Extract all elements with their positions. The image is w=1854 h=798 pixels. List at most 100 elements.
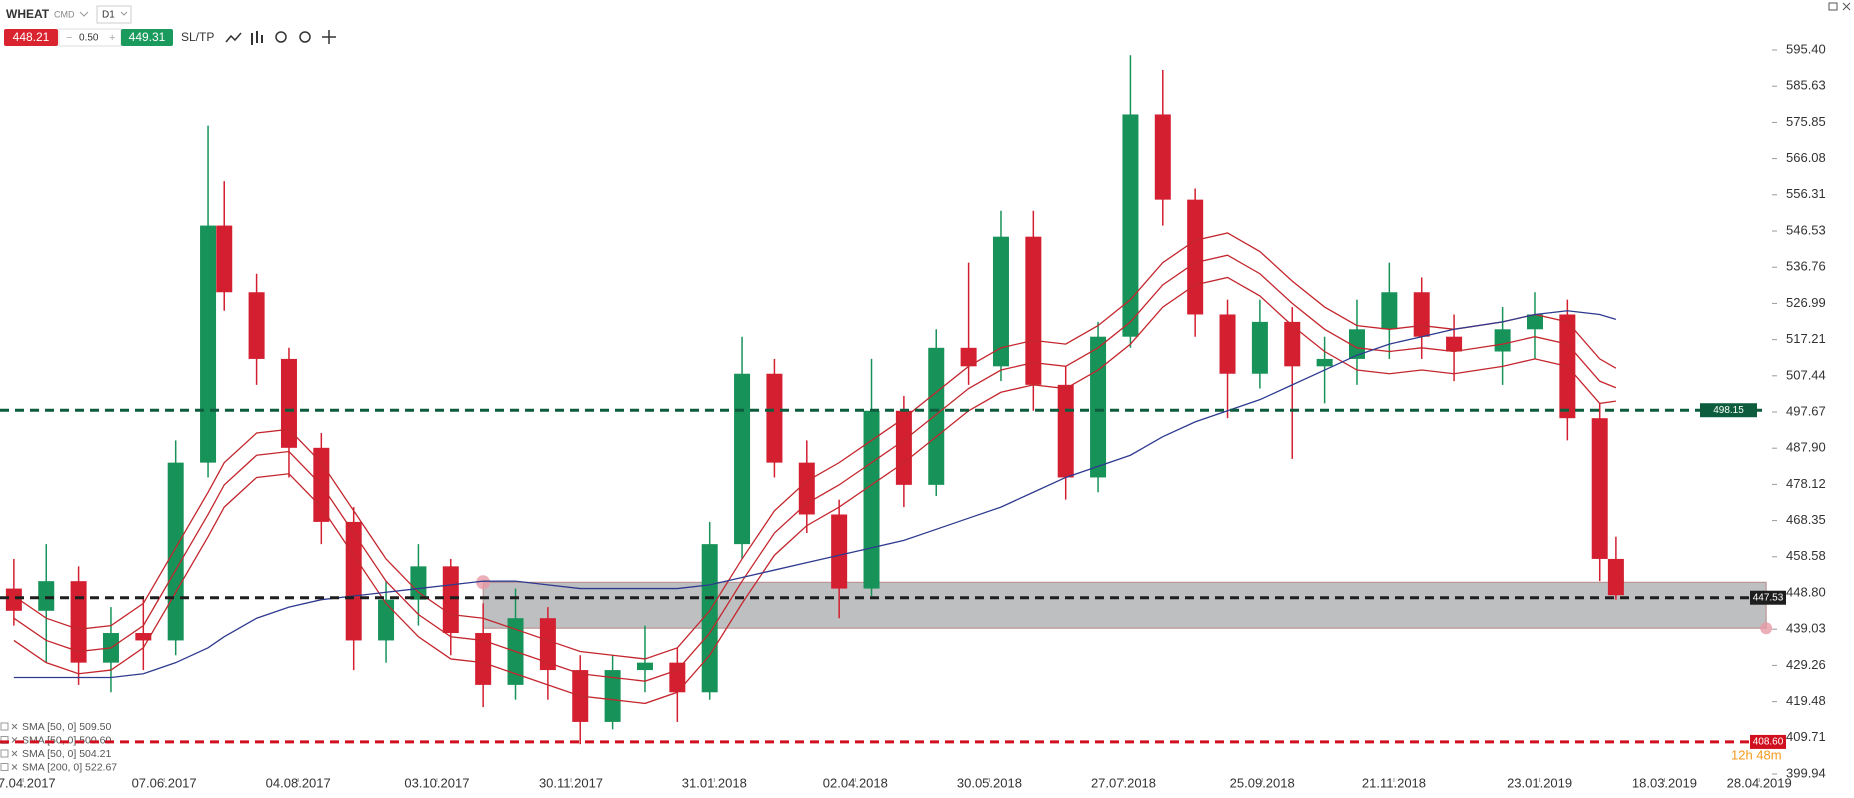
candle-body xyxy=(1413,292,1430,337)
candle-body xyxy=(1607,558,1624,596)
plus[interactable]: + xyxy=(109,32,115,44)
x-tick-label: 27.07.2018 xyxy=(1091,775,1156,790)
legend-label: SMA [50, 0] 504.21 xyxy=(22,748,111,760)
zoom-out-icon[interactable] xyxy=(275,31,287,43)
legend-remove[interactable] xyxy=(11,723,18,730)
y-tick-label: 556.31 xyxy=(1786,186,1826,201)
buy-button[interactable] xyxy=(121,29,173,46)
x-tick-label: 30.11.2017 xyxy=(539,775,603,790)
plot: 595.40 585.63 575.85 566.08 556.31 546.53 536.… xyxy=(0,41,1826,790)
zone-handle xyxy=(476,575,491,590)
symbol[interactable]: WHEAT xyxy=(6,7,50,21)
candle-body xyxy=(1348,329,1365,359)
candle-body xyxy=(1154,114,1171,200)
asset-class: CMD xyxy=(54,9,75,19)
candle-body xyxy=(1057,384,1074,478)
y-tick-label: 429.26 xyxy=(1786,657,1826,672)
level-tag xyxy=(1700,403,1757,418)
candle-body xyxy=(734,373,751,545)
y-tick-label: 497.67 xyxy=(1786,403,1826,418)
window-controls[interactable] xyxy=(1828,2,1851,11)
zone-handle xyxy=(1760,622,1773,635)
x-tick-label: 28.04.2019 xyxy=(1727,775,1792,790)
y-tick-label: 575.85 xyxy=(1786,114,1826,129)
draw-tool-icon[interactable] xyxy=(225,32,242,43)
y-tick-label: 458.58 xyxy=(1786,548,1826,563)
candle-body xyxy=(248,292,265,359)
candle-body xyxy=(960,347,977,367)
candle-body xyxy=(1025,236,1042,385)
candle-body xyxy=(70,581,87,663)
candle-body xyxy=(5,588,22,611)
x-tick-label: 23.01.2019 xyxy=(1507,775,1572,790)
candle-body xyxy=(1591,418,1608,559)
x-tick-label: 07.06.2017 xyxy=(132,775,197,790)
y-tick-label: 566.08 xyxy=(1786,150,1826,165)
candle-body xyxy=(895,410,912,485)
dropdown-icon[interactable] xyxy=(120,11,128,16)
candle-body xyxy=(1251,321,1268,374)
level-tag xyxy=(1750,590,1786,605)
candle-body xyxy=(539,618,556,671)
x-tick-label: 04.08.2017 xyxy=(266,775,331,790)
candle-body xyxy=(135,633,152,641)
level-tag-label: 408.60 xyxy=(1753,737,1784,748)
x-tick-label: 21.11.2018 xyxy=(1362,775,1426,790)
candle-body xyxy=(766,373,783,463)
x-tick-label: 03.10.2017 xyxy=(404,775,469,790)
y-tick-label: 507.44 xyxy=(1786,367,1826,382)
y-tick-label: 487.90 xyxy=(1786,440,1826,455)
zoom-in-icon[interactable] xyxy=(299,31,311,43)
legend-remove[interactable] xyxy=(11,750,18,757)
legend-remove[interactable] xyxy=(11,764,18,770)
candle-body xyxy=(798,462,815,515)
ask-price[interactable]: 449.31 xyxy=(129,30,166,44)
bid-price[interactable]: 448.21 xyxy=(13,30,50,44)
candle-body xyxy=(604,670,621,722)
x-tick-label: 30.05.2018 xyxy=(957,775,1022,790)
candle-body xyxy=(1219,314,1236,374)
chart-type-icon[interactable] xyxy=(251,31,263,45)
y-tick-label: 546.53 xyxy=(1786,222,1826,237)
x-tick-label: 25.09.2018 xyxy=(1230,775,1295,790)
x-tick-label: 31.01.2018 xyxy=(682,775,747,790)
y-tick-label: 448.80 xyxy=(1786,584,1826,599)
legend-label: SMA [50, 0] 509.50 xyxy=(22,721,111,733)
y-tick-label: 536.76 xyxy=(1786,259,1826,274)
level-tag-label: 447.53 xyxy=(1753,592,1784,603)
indicator-line xyxy=(13,232,1617,660)
y-tick-label: 409.71 xyxy=(1786,729,1826,744)
timeframe-box[interactable] xyxy=(96,5,132,24)
sltp-button[interactable]: SL/TP xyxy=(181,30,214,44)
candle-body xyxy=(1526,314,1543,330)
candle-body xyxy=(1090,336,1107,478)
dropdown-icon[interactable] xyxy=(79,11,89,17)
candle-body xyxy=(442,566,459,634)
crosshair-icon[interactable] xyxy=(322,30,336,44)
candle-body xyxy=(38,581,55,611)
timeframe[interactable]: D1 xyxy=(102,10,115,21)
y-tick-label: 468.35 xyxy=(1786,512,1826,527)
y-tick-label: 585.63 xyxy=(1786,78,1826,93)
legend-icon xyxy=(0,749,9,758)
candle-body xyxy=(345,521,362,641)
candle-body xyxy=(928,347,945,485)
minus[interactable]: − xyxy=(66,32,72,44)
sell-button[interactable] xyxy=(4,29,58,46)
price-zone xyxy=(482,581,1767,629)
candle-body xyxy=(992,236,1009,367)
candle-body xyxy=(410,566,427,600)
candle-body xyxy=(1381,292,1398,330)
y-tick-label: 595.40 xyxy=(1786,41,1826,56)
candle-body xyxy=(280,358,297,448)
indicator-line xyxy=(13,254,1617,682)
level-tag-label: 498.15 xyxy=(1713,405,1744,416)
legend-label: SMA [200, 0] 522.67 xyxy=(22,761,117,773)
candle-body xyxy=(1446,336,1463,352)
x-tick-label: 07.04.2017 xyxy=(0,775,56,790)
spread: 0.50 xyxy=(79,33,99,44)
candle-body xyxy=(1494,329,1511,352)
y-tick-label: 439.03 xyxy=(1786,621,1826,636)
candle-body xyxy=(831,514,848,589)
